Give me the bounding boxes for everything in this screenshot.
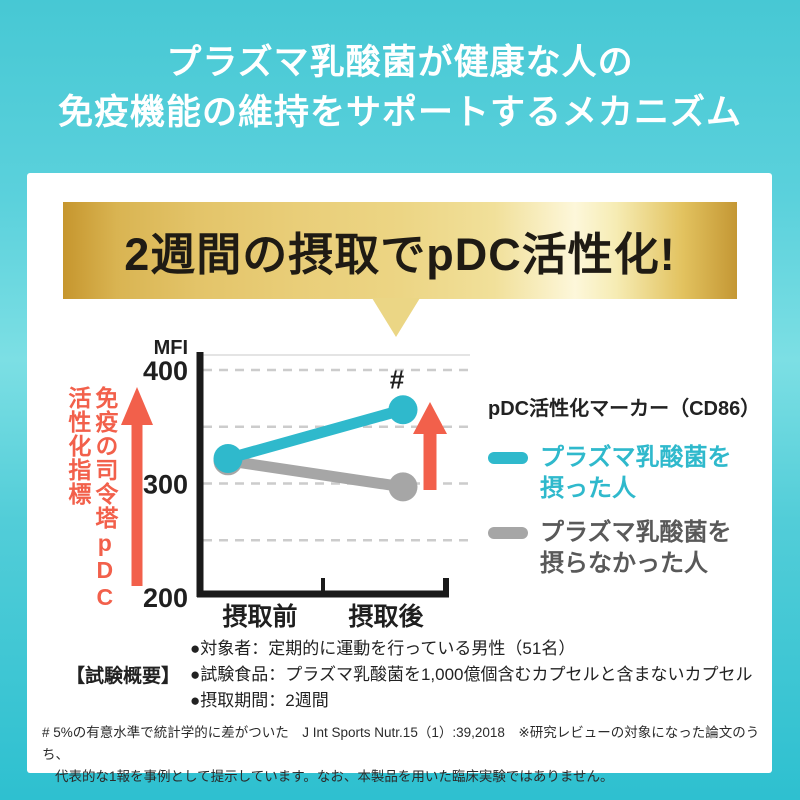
footnote-line1: # 5%の有意水準で統計学的に差がついた J Int Sports Nutr.1… — [42, 725, 760, 762]
legend-item-control-label: プラズマ乳酸菌を 摂らなかった人 — [540, 519, 732, 578]
gold-banner-pointer — [372, 298, 420, 337]
legend-title: pDC活性化マーカー（CD86） — [488, 398, 761, 420]
study-item-food: ●試験食品：プラズマ乳酸菌を1,000億個含むカプセルと含まないカプセル — [190, 664, 753, 684]
legend-item-plasma-label: プラズマ乳酸菌を 摂った人 — [540, 444, 732, 502]
page-title-line1: プラズマ乳酸菌が健康な人の — [166, 43, 634, 82]
page-title-line2: 免疫機能の維持をサポートするメカニズム — [57, 92, 742, 132]
y-axis-meaning-line1: 免疫の司令塔pDC — [91, 386, 118, 611]
study-item-period: ●摂取期間：2週間 — [190, 690, 329, 710]
study-item-subjects: ●対象者：定期的に運動を行っている男性（51名） — [190, 639, 576, 658]
study-overview-items: ●対象者：定期的に運動を行っている男性（51名） ●試験食品：プラズマ乳酸菌を1… — [190, 636, 752, 713]
gray-line-marker-icon — [488, 527, 528, 540]
footnote-line2: 代表的な1報を事例として提示しています。なお、本製品を用いた臨床実験ではありませ… — [55, 768, 614, 784]
y-axis-meaning-label: 免疫の司令塔pDC 活性化指標 — [64, 386, 118, 676]
study-overview-label: 【試験概要】 — [66, 666, 181, 688]
footnote: # 5%の有意水準で統計学的に差がついた J Int Sports Nutr.1… — [42, 722, 762, 788]
y-axis-meaning-line2: 活性化指標 — [64, 386, 91, 506]
teal-line-marker-icon — [488, 452, 528, 464]
gold-banner: 2週間の摂取でpDC活性化! — [63, 202, 737, 299]
legend-item-plasma: プラズマ乳酸菌を 摂った人 — [488, 443, 763, 504]
page-title: プラズマ乳酸菌が健康な人の 免疫機能の維持をサポートするメカニズム — [0, 38, 800, 137]
study-overview: 【試験概要】 ●対象者：定期的に運動を行っている男性（51名） ●試験食品：プラ… — [66, 636, 752, 713]
gold-banner-text: 2週間の摂取でpDC活性化! — [124, 229, 676, 280]
legend-item-control: プラズマ乳酸菌を 摂らなかった人 — [488, 518, 763, 579]
chart-legend: pDC活性化マーカー（CD86） プラズマ乳酸菌を 摂った人 プラズマ乳酸菌を … — [488, 392, 763, 594]
